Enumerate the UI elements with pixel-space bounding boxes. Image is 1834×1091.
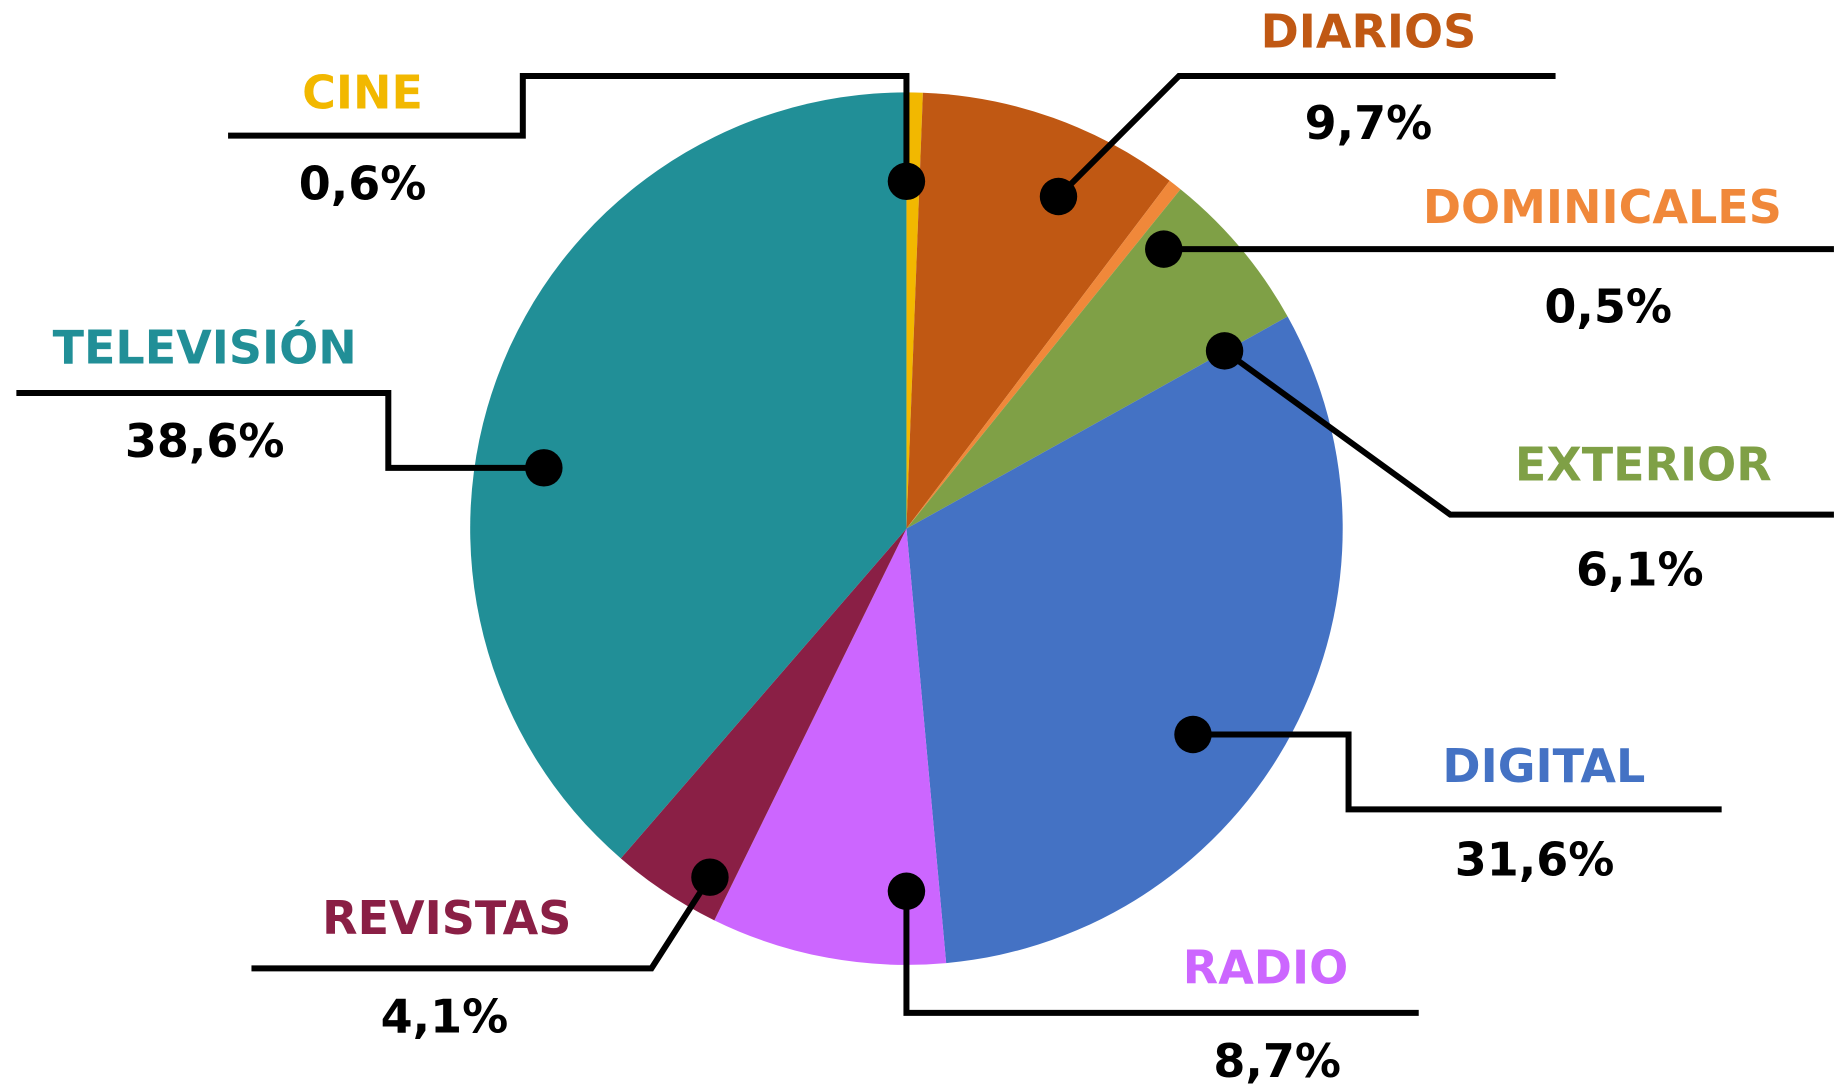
pie-slice [906, 92, 923, 529]
category-label: REVISTAS [322, 891, 571, 945]
category-label: EXTERIOR [1515, 437, 1772, 491]
pie-slice [906, 180, 1181, 529]
pie-slice [906, 92, 1170, 529]
leader-line [251, 875, 713, 972]
category-label: DIGITAL [1442, 739, 1645, 793]
value-label: 6,1% [1576, 543, 1704, 597]
value-label: 9,7% [1305, 96, 1433, 150]
value-label: 4,1% [381, 989, 509, 1043]
leader-line [1222, 348, 1834, 518]
leader-line [1192, 731, 1722, 813]
value-label: 0,6% [299, 157, 427, 211]
leader-line [1056, 73, 1556, 199]
leader-dot [1039, 177, 1078, 216]
leader-dot [887, 872, 926, 910]
pie-slice [620, 528, 907, 921]
pie-slice [906, 316, 1343, 964]
leader-dot [525, 449, 563, 487]
leader-dot [1145, 230, 1183, 268]
leader-dot [1174, 715, 1212, 754]
category-label: DIARIOS [1261, 5, 1477, 59]
leader-dot [887, 162, 926, 201]
value-label: 0,5% [1544, 279, 1672, 333]
leader-line [903, 891, 1419, 1016]
category-label: TELEVISIÓN [53, 320, 357, 374]
leader-line [16, 389, 544, 471]
value-label: 8,7% [1213, 1034, 1341, 1088]
pie-slice [906, 189, 1288, 529]
pie-slice [714, 528, 947, 965]
category-label: DOMINICALES [1423, 180, 1782, 234]
leader-line [228, 73, 910, 182]
leader-dot [1205, 332, 1244, 370]
value-label: 38,6% [125, 414, 285, 468]
value-label: 31,6% [1455, 833, 1615, 887]
leader-dot [691, 858, 729, 896]
category-label: CINE [302, 65, 423, 119]
pie-slice [470, 92, 907, 859]
category-label: RADIO [1183, 940, 1348, 994]
